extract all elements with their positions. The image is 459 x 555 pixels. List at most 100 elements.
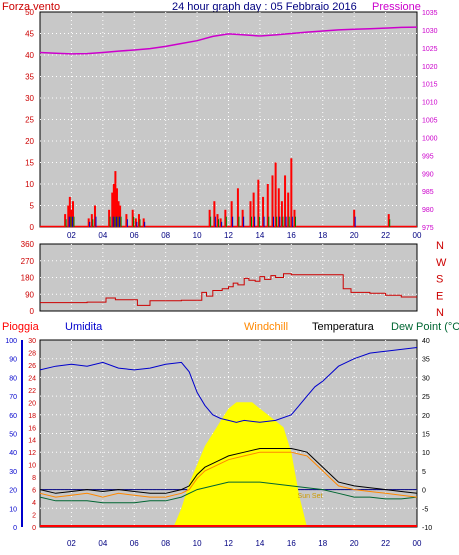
- temp-y-tick: 35: [422, 357, 430, 364]
- temp-y-tick: 15: [422, 432, 430, 439]
- direction-y-tick: 180: [21, 274, 35, 283]
- rain-y-tick: 4: [32, 500, 36, 507]
- x-tick-label: 00: [413, 231, 422, 240]
- direction-y-tick: 360: [21, 240, 35, 249]
- rain-y-tick: 28: [28, 350, 36, 357]
- x-tick-label: 20: [350, 539, 359, 548]
- direction-y-tick: 270: [21, 257, 35, 266]
- pressure-y-tick: 1005: [422, 118, 438, 125]
- humidity-y-tick: 20: [9, 488, 17, 495]
- x-tick-label: 02: [67, 539, 76, 548]
- humidity-y-tick: 40: [9, 450, 17, 457]
- x-tick-label: 04: [98, 539, 107, 548]
- temp-humidity-chart: 0102030405060708090100024681012141618202…: [5, 338, 432, 548]
- pressure-line: [39, 26, 418, 55]
- pressure-y-tick: 1030: [422, 28, 438, 35]
- windchill-legend: Windchill: [244, 321, 289, 333]
- temp-y-tick: 10: [422, 450, 430, 457]
- x-tick-label: 16: [287, 539, 296, 548]
- temperature-line: [39, 448, 418, 494]
- rain-y-tick: 14: [28, 438, 36, 445]
- x-tick-label: 10: [193, 231, 202, 240]
- x-tick-label: 16: [287, 231, 296, 240]
- wind-pressure-chart: 0510152025303540455097598098599099510001…: [25, 8, 438, 240]
- x-tick-label: 22: [381, 539, 390, 548]
- pressure-y-tick: 975: [422, 225, 434, 232]
- pressure-y-tick: 995: [422, 153, 434, 160]
- rain-axis-title: Pioggia: [2, 321, 39, 333]
- rain-y-tick: 20: [28, 400, 36, 407]
- x-tick-label: 06: [130, 539, 139, 548]
- rain-y-tick: 10: [28, 463, 36, 470]
- rain-y-tick: 0: [32, 525, 36, 532]
- x-tick-label: 20: [350, 231, 359, 240]
- direction-y-tick: 0: [30, 307, 35, 316]
- compass-label: S: [436, 274, 443, 286]
- wind-y-tick: 40: [25, 51, 34, 60]
- wind-y-tick: 0: [30, 223, 35, 232]
- dewpoint-legend: Dew Point (°C: [391, 321, 459, 333]
- temp-y-tick: -5: [422, 506, 428, 513]
- x-tick-label: 08: [161, 539, 170, 548]
- temp-y-tick: 0: [422, 488, 426, 495]
- compass-label: E: [436, 290, 443, 302]
- direction-line: [40, 273, 417, 306]
- dewpoint-line: [39, 481, 418, 504]
- humidity-y-tick: 100: [5, 338, 17, 345]
- wind-y-tick: 5: [30, 202, 35, 211]
- x-tick-label: 12: [224, 231, 233, 240]
- chart-title: 24 hour graph day : 05 Febbraio 2016: [172, 1, 357, 13]
- rain-y-tick: 24: [28, 375, 36, 382]
- temp-y-tick: 25: [422, 394, 430, 401]
- humidity-y-tick: 10: [9, 506, 17, 513]
- humidity-y-tick: 90: [9, 357, 17, 364]
- wind-y-tick: 45: [25, 30, 34, 39]
- rain-y-tick: 18: [28, 413, 36, 420]
- pressure-y-tick: 980: [422, 207, 434, 214]
- pressure-y-tick: 1020: [422, 64, 438, 71]
- wind-y-tick: 35: [25, 73, 34, 82]
- wind-y-tick: 10: [25, 180, 34, 189]
- temp-y-tick: 30: [422, 375, 430, 382]
- wind-y-tick: 25: [25, 116, 34, 125]
- sun-area: [173, 402, 307, 527]
- wind-y-tick: 20: [25, 137, 34, 146]
- compass-label: N: [436, 240, 444, 252]
- temp-y-tick: -10: [422, 525, 432, 532]
- humidity-axis-title: Umidita: [65, 321, 103, 333]
- x-tick-label: 04: [98, 231, 107, 240]
- pressure-y-tick: 1000: [422, 135, 438, 142]
- pressure-y-tick: 1010: [422, 100, 438, 107]
- x-tick-label: 00: [413, 539, 422, 548]
- humidity-y-tick: 0: [13, 525, 17, 532]
- windchill-line: [39, 451, 418, 498]
- x-tick-label: 12: [224, 539, 233, 548]
- humidity-y-tick: 70: [9, 394, 17, 401]
- rain-y-tick: 8: [32, 475, 36, 482]
- x-tick-label: 14: [255, 539, 264, 548]
- rain-y-tick: 26: [28, 363, 36, 370]
- humidity-y-tick: 30: [9, 469, 17, 476]
- x-tick-label: 08: [161, 231, 170, 240]
- wind-y-tick: 15: [25, 159, 34, 168]
- direction-y-tick: 90: [25, 290, 34, 299]
- x-tick-label: 18: [318, 539, 327, 548]
- humidity-line: [39, 347, 418, 423]
- temp-y-tick: 5: [422, 469, 426, 476]
- wind-y-tick: 30: [25, 94, 34, 103]
- x-tick-label: 02: [67, 231, 76, 240]
- x-tick-label: 06: [130, 231, 139, 240]
- rain-y-tick: 22: [28, 388, 36, 395]
- compass-label: N: [436, 307, 444, 319]
- pressure-y-tick: 985: [422, 189, 434, 196]
- humidity-y-tick: 80: [9, 375, 17, 382]
- x-tick-label: 14: [255, 231, 264, 240]
- pressure-y-tick: 1015: [422, 82, 438, 89]
- pressure-axis-title: Pressione: [372, 1, 421, 13]
- compass-label: W: [436, 257, 447, 269]
- rain-y-tick: 6: [32, 488, 36, 495]
- temp-y-tick: 20: [422, 413, 430, 420]
- wind-y-tick: 50: [25, 8, 34, 17]
